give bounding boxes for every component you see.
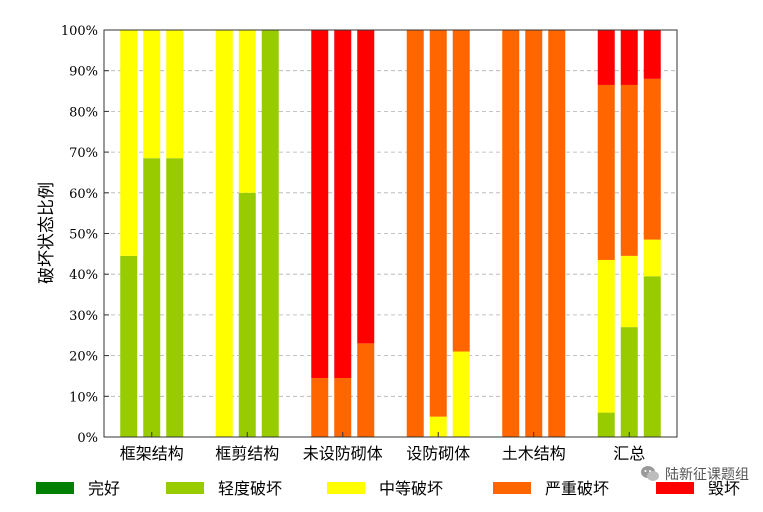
bar-segment xyxy=(166,158,184,437)
x-tick-label: 汇总 xyxy=(613,444,645,463)
bar-segment xyxy=(120,255,138,437)
x-tick-label: 框架结构 xyxy=(120,444,184,463)
bar-segment xyxy=(215,30,233,437)
y-tick-label: 0% xyxy=(77,431,98,446)
bar-segment xyxy=(643,276,661,437)
bar-segment xyxy=(334,377,352,437)
y-tick-label: 80% xyxy=(69,105,98,120)
watermark-text: 陆新征课题组 xyxy=(665,467,749,483)
bar-segment xyxy=(143,158,161,437)
bar-segment xyxy=(597,30,615,85)
bar-segment xyxy=(620,84,638,256)
bar-segment xyxy=(525,30,543,437)
legend-label: 轻度破坏 xyxy=(218,479,282,498)
y-tick-label: 30% xyxy=(69,309,98,324)
bar-segment xyxy=(357,343,375,437)
bar-segment xyxy=(334,30,352,378)
wechat-logo-icon xyxy=(641,466,659,481)
bar-segment xyxy=(548,30,566,437)
bar-segment xyxy=(643,30,661,79)
y-tick-label: 50% xyxy=(69,228,98,243)
legend-swatch xyxy=(36,482,74,494)
bar-segment xyxy=(406,30,424,437)
bars xyxy=(120,30,661,437)
y-tick-label: 40% xyxy=(69,268,98,283)
x-axis-ticks: 框架结构 框剪结构 未设防砌体 设防砌体 土木结构 汇总 xyxy=(120,432,645,463)
grid-lines xyxy=(104,70,677,397)
bar-segment xyxy=(452,351,470,437)
bar-segment xyxy=(261,30,279,437)
bar-segment xyxy=(620,255,638,328)
bar-segment xyxy=(452,30,470,352)
bar-segment xyxy=(597,84,615,260)
y-tick-label: 10% xyxy=(69,390,98,405)
bar-segment xyxy=(357,30,375,344)
watermark: 陆新征课题组 xyxy=(640,464,749,484)
y-axis-ticks: 0% 10% 20% 30% 40% 50% 60% 70% 80% 90% 100% xyxy=(61,24,109,446)
bar-segment xyxy=(643,239,661,277)
legend-swatch xyxy=(166,482,204,494)
x-tick-label: 设防砌体 xyxy=(406,444,470,463)
legend-label: 完好 xyxy=(88,479,120,498)
bar-segment xyxy=(143,30,161,159)
bar-segment xyxy=(311,30,329,378)
bar-segment xyxy=(429,30,447,417)
bar-segment xyxy=(502,30,520,437)
y-tick-label: 90% xyxy=(69,65,98,80)
y-tick-label: 20% xyxy=(69,350,98,365)
bar-segment xyxy=(597,412,615,437)
y-tick-label: 60% xyxy=(69,187,98,202)
bar-segment xyxy=(311,377,329,437)
bar-segment xyxy=(429,416,447,437)
legend-swatch xyxy=(327,482,365,494)
bar-segment xyxy=(238,192,256,437)
x-tick-label: 土木结构 xyxy=(502,444,566,463)
bar-segment xyxy=(120,30,138,256)
y-axis-label: 破坏状态比例 xyxy=(37,182,57,284)
bar-segment xyxy=(620,30,638,85)
legend-swatch xyxy=(656,482,694,494)
legend-label: 严重破坏 xyxy=(545,479,609,498)
bar-segment xyxy=(166,30,184,159)
bar-segment xyxy=(620,327,638,437)
legend-label: 毁坏 xyxy=(708,479,740,498)
bar-segment xyxy=(597,259,615,413)
legend-label: 中等破坏 xyxy=(379,479,443,498)
y-tick-label: 70% xyxy=(69,146,98,161)
x-tick-label: 未设防砌体 xyxy=(303,444,383,463)
bar-segment xyxy=(238,30,256,193)
legend-swatch xyxy=(493,482,531,494)
bar-segment xyxy=(643,78,661,240)
legend: 完好 轻度破坏 中等破坏 严重破坏 毁坏 xyxy=(36,479,740,498)
x-tick-label: 框剪结构 xyxy=(215,444,279,463)
y-tick-label: 100% xyxy=(61,24,98,39)
